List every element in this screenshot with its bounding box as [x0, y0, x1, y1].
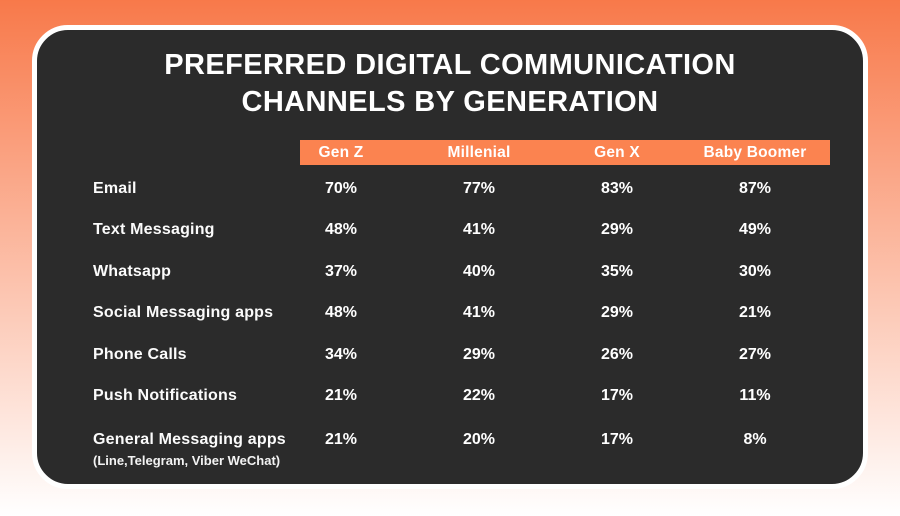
page-title-line-1: PREFERRED DIGITAL COMMUNICATION — [164, 49, 736, 81]
value-cell: 34% — [324, 345, 358, 363]
value-cell: 27% — [738, 345, 772, 363]
value-cell: 49% — [738, 221, 772, 239]
table-row: Push Notifications 21% 22% 17% 11% — [93, 376, 824, 418]
value-cell: 83% — [600, 179, 634, 197]
column-header: Gen X — [594, 143, 640, 161]
row-label-cell: General Messaging apps (Line,Telegram, Vi… — [93, 429, 286, 470]
value-cell: 17% — [600, 387, 634, 405]
table-row: Social Messaging apps 48% 41% 29% 21% — [93, 293, 824, 335]
table-row: Phone Calls 34% 29% 26% 27% — [93, 334, 824, 376]
generation-table: Gen Z Millenial Gen X Baby Boomer Email 70% 7… — [93, 140, 830, 475]
row-label-cell: Social Messaging apps — [93, 302, 274, 324]
value-cell: 48% — [324, 221, 358, 239]
value-cell: 11% — [739, 387, 771, 405]
value-cell: 77% — [462, 179, 496, 197]
table-header-row: Gen Z Millenial Gen X Baby Boomer — [93, 140, 824, 165]
value-cell: 48% — [324, 304, 358, 322]
row-label-cell: Text Messaging — [93, 219, 272, 241]
column-header: Baby Boomer — [703, 143, 807, 161]
infographic-card: PREFERRED DIGITAL COMMUNICATION CHANNELS… — [32, 25, 868, 489]
row-label: Social Messaging apps — [93, 304, 274, 322]
value-cell: 17% — [600, 431, 634, 448]
table-row: Text Messaging 48% 41% 29% 49% — [93, 210, 824, 252]
row-label-cell: Email — [93, 178, 272, 200]
value-cell: 26% — [600, 345, 634, 363]
value-cell: 41% — [462, 304, 496, 322]
value-cell: 21% — [324, 431, 358, 448]
value-cell: 29% — [462, 345, 496, 363]
column-header: Millenial — [447, 143, 511, 161]
row-label-cell: Push Notifications — [93, 385, 272, 407]
row-label: Phone Calls — [93, 345, 187, 363]
page-title: PREFERRED DIGITAL COMMUNICATION CHANNELS… — [37, 47, 863, 121]
row-label-cell: Whatsapp — [93, 261, 272, 283]
row-label: Text Messaging — [93, 221, 215, 239]
column-header: Gen Z — [318, 143, 364, 161]
row-label: General Messaging apps — [93, 431, 286, 448]
value-cell: 40% — [462, 262, 496, 280]
value-cell: 29% — [600, 304, 634, 322]
table-row: Email 70% 77% 83% 87% — [93, 168, 824, 210]
table-row: General Messaging apps (Line,Telegram, Vi… — [93, 417, 824, 475]
page-title-line-2: CHANNELS BY GENERATION — [241, 86, 659, 118]
value-cell: 70% — [324, 179, 358, 197]
value-cell: 29% — [600, 221, 634, 239]
row-label: Push Notifications — [93, 387, 238, 405]
value-cell: 87% — [738, 179, 772, 197]
row-label-cell: Phone Calls — [93, 344, 272, 366]
value-cell: 20% — [462, 431, 496, 448]
row-label: Email — [93, 179, 137, 197]
table-header-bar — [300, 140, 830, 165]
value-cell: 41% — [462, 221, 496, 239]
table-body: Email 70% 77% 83% 87% Text Messaging 48% 41% 29%… — [93, 165, 824, 475]
row-label: Whatsapp — [93, 262, 172, 280]
value-cell: 22% — [462, 387, 496, 405]
value-cell: 37% — [324, 262, 358, 280]
table-row: Whatsapp 37% 40% 35% 30% — [93, 251, 824, 293]
row-sublabel: (Line,Telegram, Viber WeChat) — [93, 453, 281, 468]
value-cell: 35% — [600, 262, 634, 280]
value-cell: 8% — [743, 431, 767, 448]
value-cell: 21% — [324, 387, 358, 405]
value-cell: 21% — [738, 304, 772, 322]
value-cell: 30% — [738, 262, 772, 280]
